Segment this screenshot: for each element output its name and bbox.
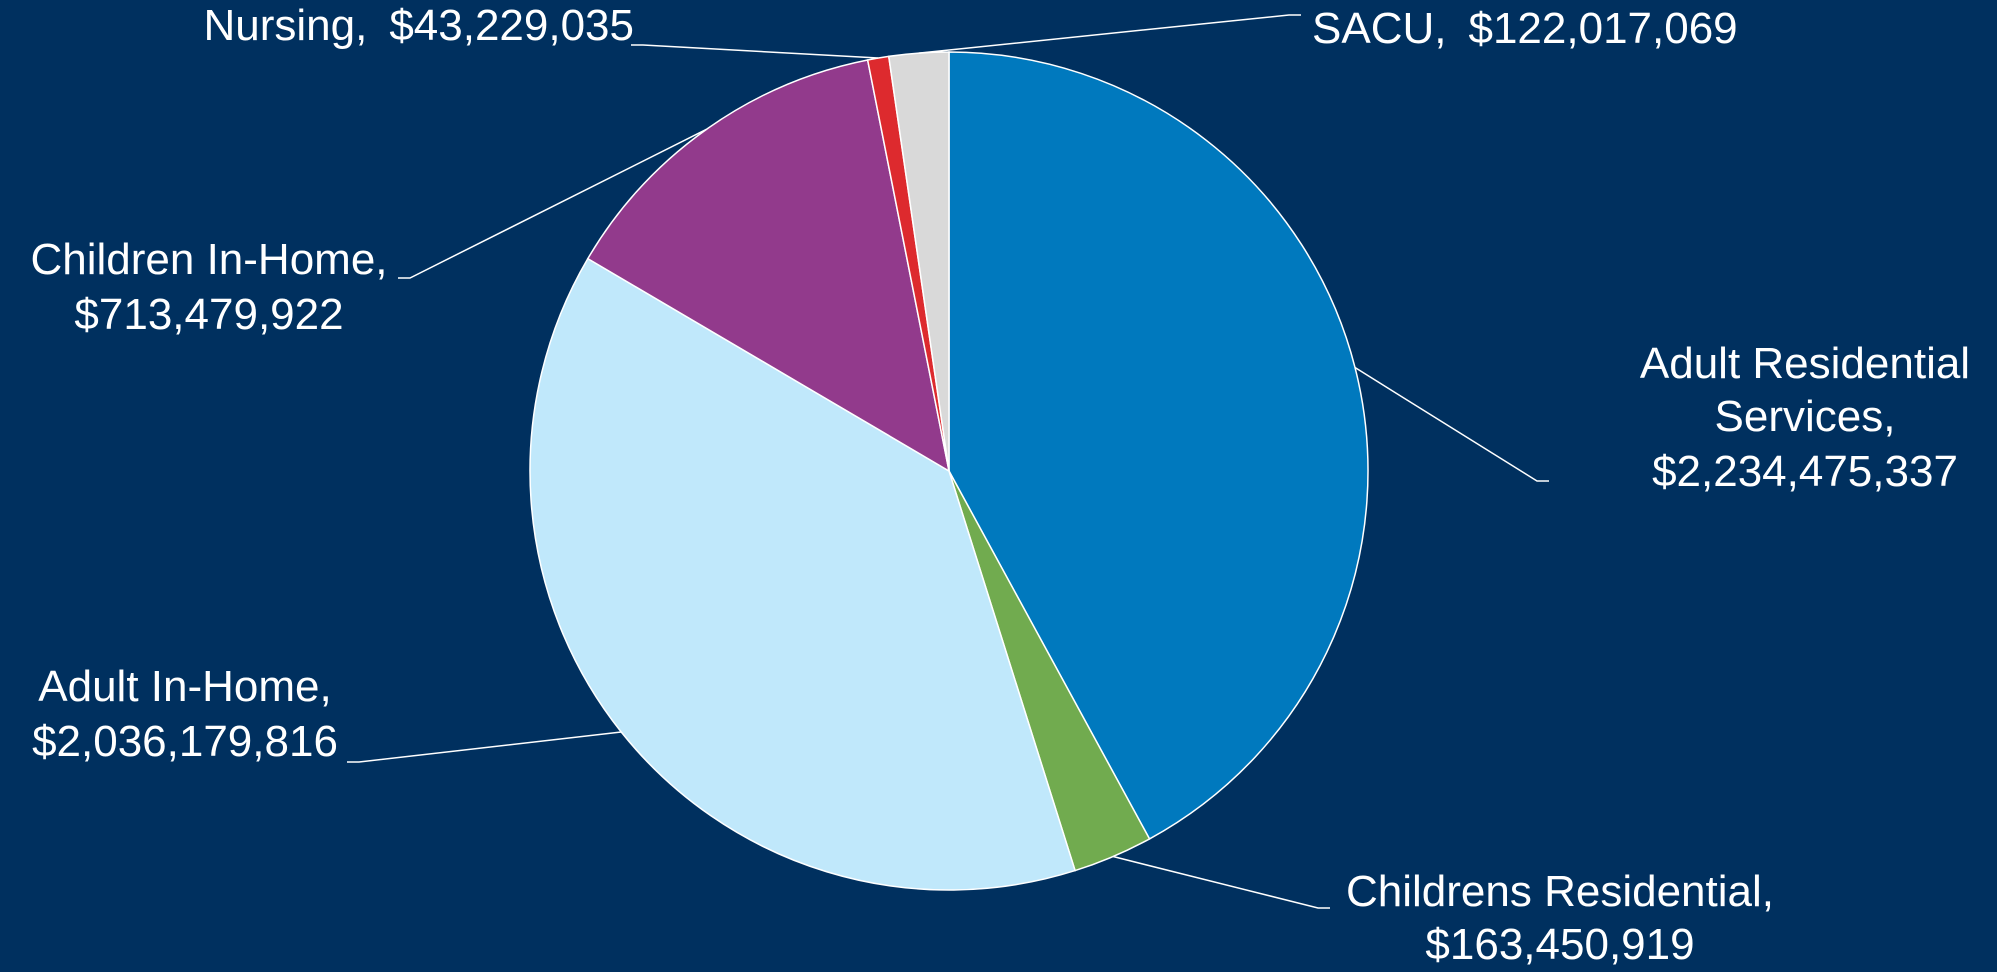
data-label: Children In-Home, $713,479,922 xyxy=(30,235,387,339)
data-label: Adult In-Home, $2,036,179,816 xyxy=(32,662,338,766)
category-label-cont: Services, xyxy=(1715,392,1896,441)
value-label: $2,234,475,337 xyxy=(1652,447,1958,496)
value-label: $163,450,919 xyxy=(1425,920,1694,969)
category-label: SACU, xyxy=(1312,4,1446,53)
category-label: Adult In-Home, xyxy=(38,662,331,711)
category-label: Children In-Home, xyxy=(30,235,387,284)
data-label: Nursing, $43,229,035 xyxy=(203,1,634,50)
value-label: $2,036,179,816 xyxy=(32,717,338,766)
value-label: $713,479,922 xyxy=(74,290,343,339)
pie-slice xyxy=(948,51,1369,840)
pie-slice xyxy=(586,59,951,473)
value-label: $122,017,069 xyxy=(1468,4,1737,53)
data-label: Adult Residential Services, $2,234,475,337 xyxy=(1640,339,1970,496)
category-label: Childrens Residential, xyxy=(1346,867,1774,916)
leader-line xyxy=(1354,366,1549,482)
data-label: Childrens Residential, $163,450,919 xyxy=(1346,867,1774,969)
leader-line xyxy=(347,731,622,763)
value-label: $43,229,035 xyxy=(389,1,634,50)
leader-line xyxy=(398,128,707,279)
leader-line xyxy=(1112,855,1330,909)
leader-line xyxy=(631,44,879,59)
leader-line xyxy=(918,14,1301,54)
category-label: Nursing, xyxy=(203,1,367,50)
category-label: Adult Residential xyxy=(1640,339,1970,388)
data-label: SACU, $122,017,069 xyxy=(1312,4,1738,53)
